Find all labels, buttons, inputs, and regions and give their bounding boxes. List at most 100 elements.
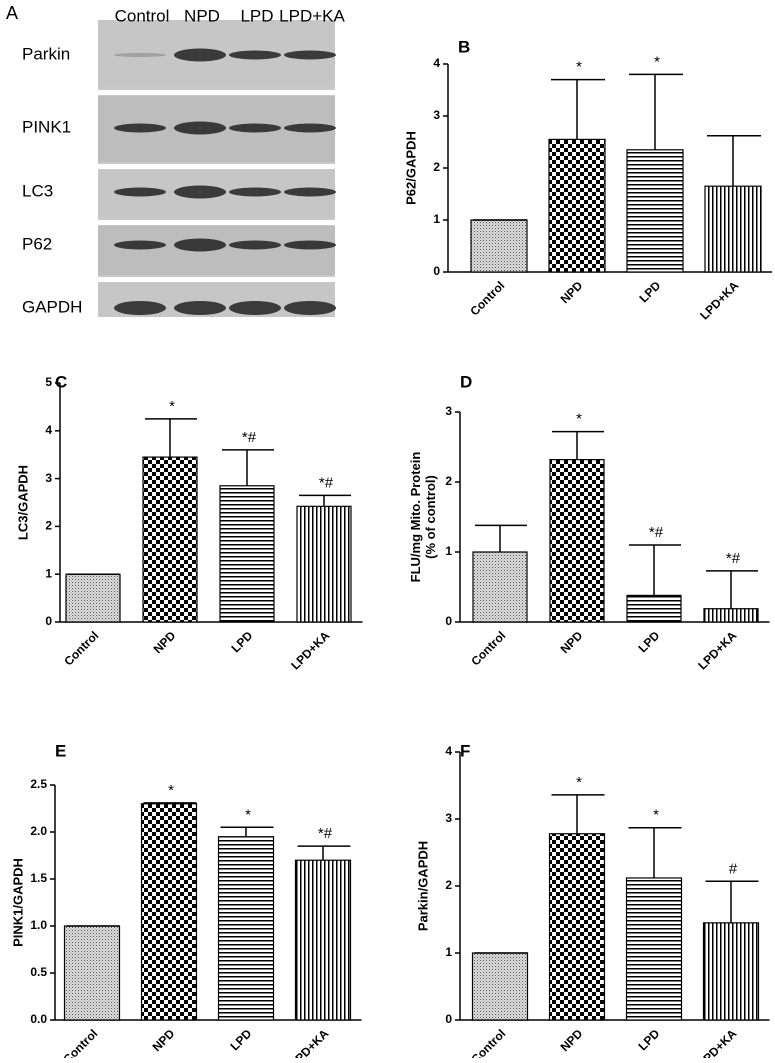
y-axis-label: FLU/mg Mito. Protein xyxy=(408,452,423,583)
error-bar xyxy=(629,544,681,596)
error-bar xyxy=(707,135,761,187)
western-blot: A Parkin PINK1 LC3 P62 GAPDH Control NPD LPD LPD… xyxy=(6,3,345,317)
y-tick-label: 1 xyxy=(433,212,440,226)
y-tick-label: 2 xyxy=(445,474,452,488)
bar xyxy=(217,836,275,1021)
significance: # xyxy=(729,860,738,877)
y-axis-label: Parkin/GAPDH xyxy=(415,841,430,931)
significance: * xyxy=(245,806,251,823)
y-tick-label: 0 xyxy=(445,1012,452,1026)
bar xyxy=(471,952,529,1021)
significance: * xyxy=(576,411,582,428)
x-tick-label: LPD+KA xyxy=(695,628,739,672)
x-tick-label: Control xyxy=(468,1026,508,1058)
y-tick-label: 0 xyxy=(45,614,52,628)
bar xyxy=(704,185,762,273)
y-tick-label: 2.5 xyxy=(30,777,47,791)
panel-label: E xyxy=(55,741,66,760)
significance: *# xyxy=(242,429,257,446)
band xyxy=(229,50,281,60)
significance: * xyxy=(654,53,660,70)
bar xyxy=(296,505,352,623)
band xyxy=(114,123,166,133)
x-tick-label: LPD+KA xyxy=(288,628,332,672)
separator xyxy=(98,164,335,169)
significance: *# xyxy=(726,550,741,567)
significance: * xyxy=(169,398,175,415)
blot-row xyxy=(98,226,335,275)
y-tick-label: 4 xyxy=(45,423,52,437)
y-tick-label: 1 xyxy=(45,566,52,580)
y-tick-label: 4 xyxy=(445,744,452,758)
x-tick-label: LPD xyxy=(228,628,255,655)
bar xyxy=(548,138,606,273)
band xyxy=(174,185,226,199)
error-bar xyxy=(628,826,682,878)
y-tick-label: 0.0 xyxy=(30,1012,47,1026)
y-tick-label: 3 xyxy=(445,404,452,418)
x-tick-label: LPD xyxy=(636,278,663,305)
y-tick-label: 3 xyxy=(45,471,52,485)
band xyxy=(284,50,336,60)
band xyxy=(284,240,336,250)
x-tick-label: LPD+KA xyxy=(695,1026,739,1058)
bar xyxy=(626,149,684,273)
lane-label: Control xyxy=(115,6,170,25)
y-tick-label: 2 xyxy=(445,878,452,892)
bar xyxy=(548,833,606,1021)
y-axis-label: LC3/GAPDH xyxy=(15,465,30,540)
error-bar xyxy=(475,524,527,552)
bar xyxy=(65,573,121,623)
y-tick-label: 1.0 xyxy=(30,918,47,932)
band xyxy=(229,240,281,250)
x-tick-label: NPD xyxy=(558,628,586,656)
y-tick-label: 5 xyxy=(45,375,52,389)
x-tick-label: Control xyxy=(60,1026,100,1058)
x-tick-label: LPD xyxy=(635,1026,662,1053)
bar xyxy=(625,877,683,1021)
bar xyxy=(549,459,605,623)
panel-label: F xyxy=(460,741,470,760)
y-tick-label: 1.5 xyxy=(30,871,47,885)
y-tick-label: 4 xyxy=(433,56,440,70)
significance: *# xyxy=(319,474,334,491)
y-tick-label: 3 xyxy=(433,108,440,122)
bar xyxy=(140,803,198,1021)
lane-label: LPD xyxy=(240,6,273,25)
error-bar xyxy=(629,73,683,150)
lane-label: LPD+KA xyxy=(279,6,345,25)
significance: * xyxy=(576,59,582,76)
bar xyxy=(703,608,759,623)
y-tick-label: 0 xyxy=(433,264,440,278)
bar xyxy=(219,485,275,623)
band xyxy=(229,301,281,315)
x-tick-label: LPD+KA xyxy=(697,278,741,322)
band xyxy=(284,187,336,197)
y-tick-label: 1 xyxy=(445,544,452,558)
y-tick-label: 1 xyxy=(445,945,452,959)
bar xyxy=(470,219,528,273)
band xyxy=(174,238,226,252)
x-tick-label: Control xyxy=(467,278,507,318)
y-tick-label: 2.0 xyxy=(30,824,47,838)
bar xyxy=(626,594,682,623)
y-axis-label: (% of control) xyxy=(423,475,438,559)
x-tick-label: NPD xyxy=(150,1026,178,1054)
significance: * xyxy=(653,807,659,824)
bar xyxy=(702,922,760,1021)
band xyxy=(284,301,336,315)
significance: * xyxy=(168,782,174,799)
y-axis-label: PINK1/GAPDH xyxy=(10,858,25,947)
x-tick-label: NPD xyxy=(151,628,179,656)
x-tick-label: NPD xyxy=(558,278,586,306)
band xyxy=(174,48,226,62)
band xyxy=(284,123,336,133)
x-tick-label: LPD+KA xyxy=(287,1026,331,1058)
band xyxy=(174,121,226,135)
panel-label: B xyxy=(458,37,470,56)
error-bar xyxy=(552,430,604,460)
bar xyxy=(294,859,352,1021)
error-bar xyxy=(145,418,197,458)
error-bar xyxy=(706,570,758,609)
panel-label: D xyxy=(460,372,472,391)
